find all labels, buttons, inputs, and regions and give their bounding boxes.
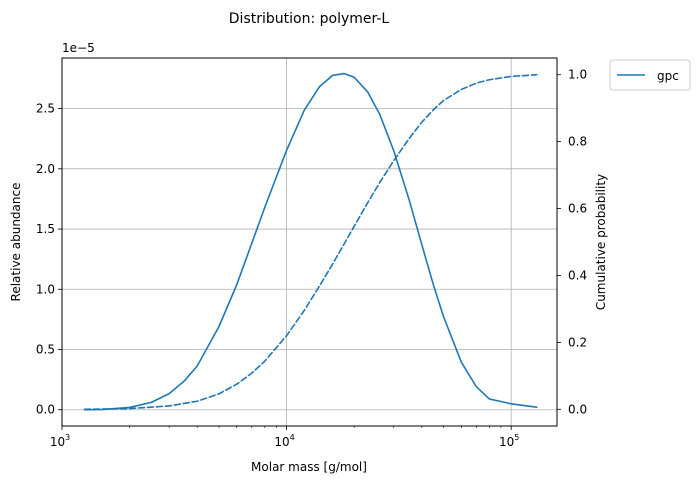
x-tick-label: 105 bbox=[499, 433, 519, 449]
x-tick-label: 103 bbox=[50, 433, 70, 449]
y2-tick-label: 0.2 bbox=[568, 335, 587, 349]
plot-lines bbox=[83, 72, 538, 411]
y-axis-label: Relative abundance bbox=[9, 183, 23, 302]
y2-tick-label: 0.6 bbox=[568, 202, 587, 216]
y2-axis-label: Cumulative probability bbox=[594, 174, 608, 310]
x-axis: 103 104 105 bbox=[50, 426, 519, 449]
plot-frame bbox=[61, 57, 558, 427]
y-tick-label: 1.5 bbox=[36, 222, 55, 236]
y2-tick-label: 0.0 bbox=[568, 402, 587, 416]
y-offset-label: 1e−5 bbox=[62, 41, 95, 55]
y-tick-label: 2.5 bbox=[36, 102, 55, 116]
grid-lines bbox=[61, 58, 557, 426]
y2-tick-label: 0.4 bbox=[568, 268, 587, 282]
x-tick-exponent: 3 bbox=[65, 433, 70, 442]
legend-label-gpc: gpc bbox=[657, 69, 679, 83]
cumulative-line bbox=[83, 73, 538, 411]
legend-frame bbox=[609, 59, 691, 91]
y-tick-label: 1.0 bbox=[36, 282, 55, 296]
x-tick-exponent: 4 bbox=[290, 433, 295, 442]
y2-tick-label: 1.0 bbox=[568, 68, 587, 82]
y2-tick-label: 0.8 bbox=[568, 135, 587, 149]
y-axis-right: 0.0 0.2 0.4 0.6 0.8 1.0 bbox=[557, 68, 587, 416]
x-axis-label: Molar mass [g/mol] bbox=[251, 460, 367, 474]
y-tick-label: 0.5 bbox=[36, 343, 55, 357]
y-tick-label: 0.0 bbox=[36, 403, 55, 417]
y-tick-label: 2.0 bbox=[36, 162, 55, 176]
y-axis-left: 0.0 0.5 1.0 1.5 2.0 2.5 bbox=[36, 102, 62, 417]
x-tick-exponent: 5 bbox=[514, 433, 519, 442]
x-tick-label: 104 bbox=[274, 433, 294, 449]
distribution-line bbox=[83, 72, 538, 411]
chart-title: Distribution: polymer-L bbox=[229, 11, 390, 27]
legend: gpc bbox=[609, 59, 691, 91]
